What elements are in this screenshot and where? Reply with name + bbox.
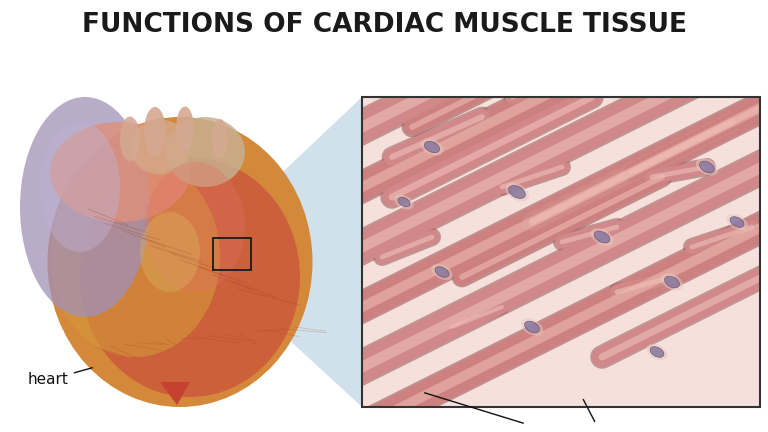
Ellipse shape <box>647 344 667 360</box>
Ellipse shape <box>525 321 539 333</box>
Ellipse shape <box>425 141 439 152</box>
Ellipse shape <box>50 157 220 357</box>
Ellipse shape <box>432 264 452 280</box>
Ellipse shape <box>660 273 684 291</box>
Bar <box>362 97 760 407</box>
Ellipse shape <box>212 119 228 159</box>
Ellipse shape <box>521 318 543 336</box>
Ellipse shape <box>394 194 414 210</box>
Ellipse shape <box>727 214 748 230</box>
Ellipse shape <box>505 183 529 201</box>
Ellipse shape <box>730 217 744 227</box>
Ellipse shape <box>176 107 194 152</box>
Ellipse shape <box>80 157 300 397</box>
Ellipse shape <box>40 122 120 252</box>
Ellipse shape <box>650 347 664 357</box>
Ellipse shape <box>696 158 718 176</box>
Ellipse shape <box>591 228 614 246</box>
Ellipse shape <box>421 139 443 156</box>
Ellipse shape <box>435 267 449 277</box>
Ellipse shape <box>20 97 150 317</box>
Ellipse shape <box>165 117 245 187</box>
Ellipse shape <box>594 231 610 243</box>
Polygon shape <box>160 382 190 405</box>
Bar <box>362 97 760 407</box>
Ellipse shape <box>700 161 714 173</box>
Polygon shape <box>213 97 362 407</box>
Ellipse shape <box>50 122 190 222</box>
Ellipse shape <box>398 197 410 206</box>
Text: heart: heart <box>28 368 92 388</box>
Ellipse shape <box>664 276 680 288</box>
Ellipse shape <box>508 186 525 198</box>
Ellipse shape <box>140 212 200 292</box>
Bar <box>362 97 760 407</box>
Ellipse shape <box>48 117 313 407</box>
Ellipse shape <box>130 120 190 175</box>
Ellipse shape <box>120 117 140 162</box>
Bar <box>213 238 251 270</box>
Text: FUNCTIONS OF CARDIAC MUSCLE TISSUE: FUNCTIONS OF CARDIAC MUSCLE TISSUE <box>81 13 687 38</box>
Ellipse shape <box>144 107 166 157</box>
Ellipse shape <box>145 162 245 292</box>
